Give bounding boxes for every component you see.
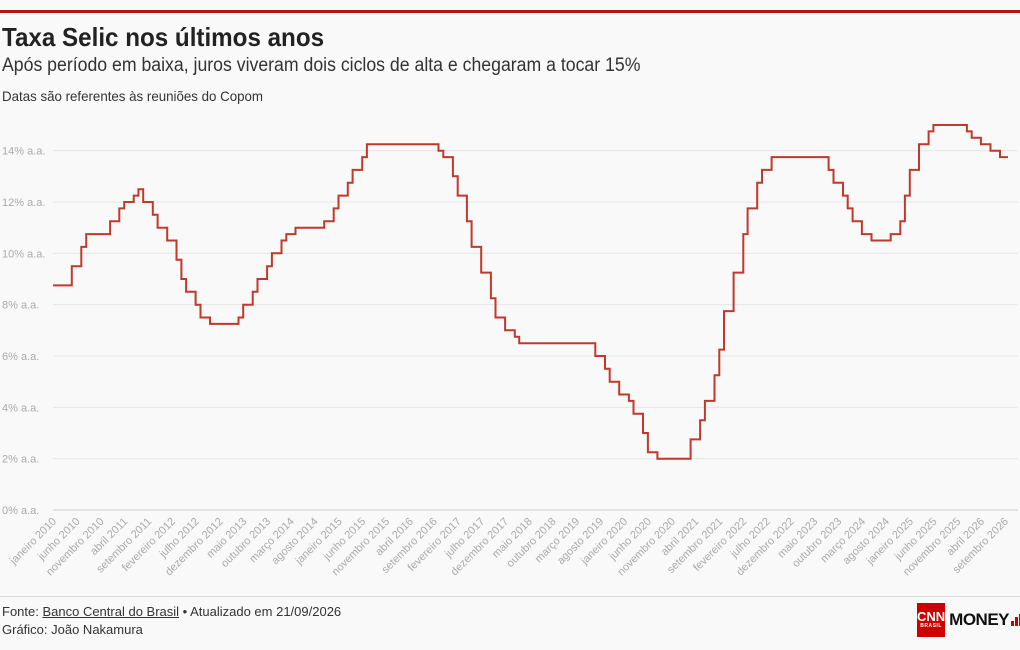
cnn-logo-icon: CNN BRASIL bbox=[917, 603, 946, 637]
y-tick-label: 8% a.a. bbox=[2, 300, 39, 312]
logo-text: MONEY bbox=[949, 610, 1010, 629]
selic-series-line bbox=[53, 124, 1008, 460]
cnn-money-logo: CNN BRASIL MONEY bbox=[917, 603, 1020, 637]
chart-note: Datas são referentes às reuniões do Copo… bbox=[2, 88, 263, 104]
y-tick-label: 10% a.a. bbox=[2, 248, 45, 260]
y-tick-label: 0% a.a. bbox=[2, 505, 39, 517]
source-link[interactable]: Banco Central do Brasil bbox=[42, 604, 180, 619]
updated-text: • Atualizado em 21/09/2026 bbox=[179, 604, 342, 619]
logo-box-subtext: BRASIL bbox=[920, 623, 942, 629]
credit-line: Gráfico: João Nakamura bbox=[2, 622, 143, 637]
logo-box-text: CNN bbox=[917, 609, 946, 624]
top-accent-bar bbox=[0, 10, 1020, 13]
y-tick-label: 14% a.a. bbox=[2, 146, 45, 158]
source-prefix: Fonte: bbox=[2, 604, 43, 619]
footer-divider bbox=[0, 596, 1020, 597]
source-line: Fonte: Banco Central do Brasil • Atualiz… bbox=[2, 604, 341, 619]
y-tick-label: 6% a.a. bbox=[2, 351, 39, 363]
bar-chart-icon bbox=[1011, 614, 1020, 626]
y-tick-label: 2% a.a. bbox=[2, 454, 39, 466]
selic-line-chart: 0% a.a. 2% a.a. 4% a.a. 6% a.a. 8% a.a. 10% a… bbox=[2, 124, 1018, 578]
chart-subtitle: Após período em baixa, juros viveram doi… bbox=[2, 55, 641, 76]
y-tick-label: 4% a.a. bbox=[2, 402, 39, 414]
y-tick-label: 12% a.a. bbox=[2, 197, 45, 209]
chart-title: Taxa Selic nos últimos anos bbox=[2, 22, 325, 52]
